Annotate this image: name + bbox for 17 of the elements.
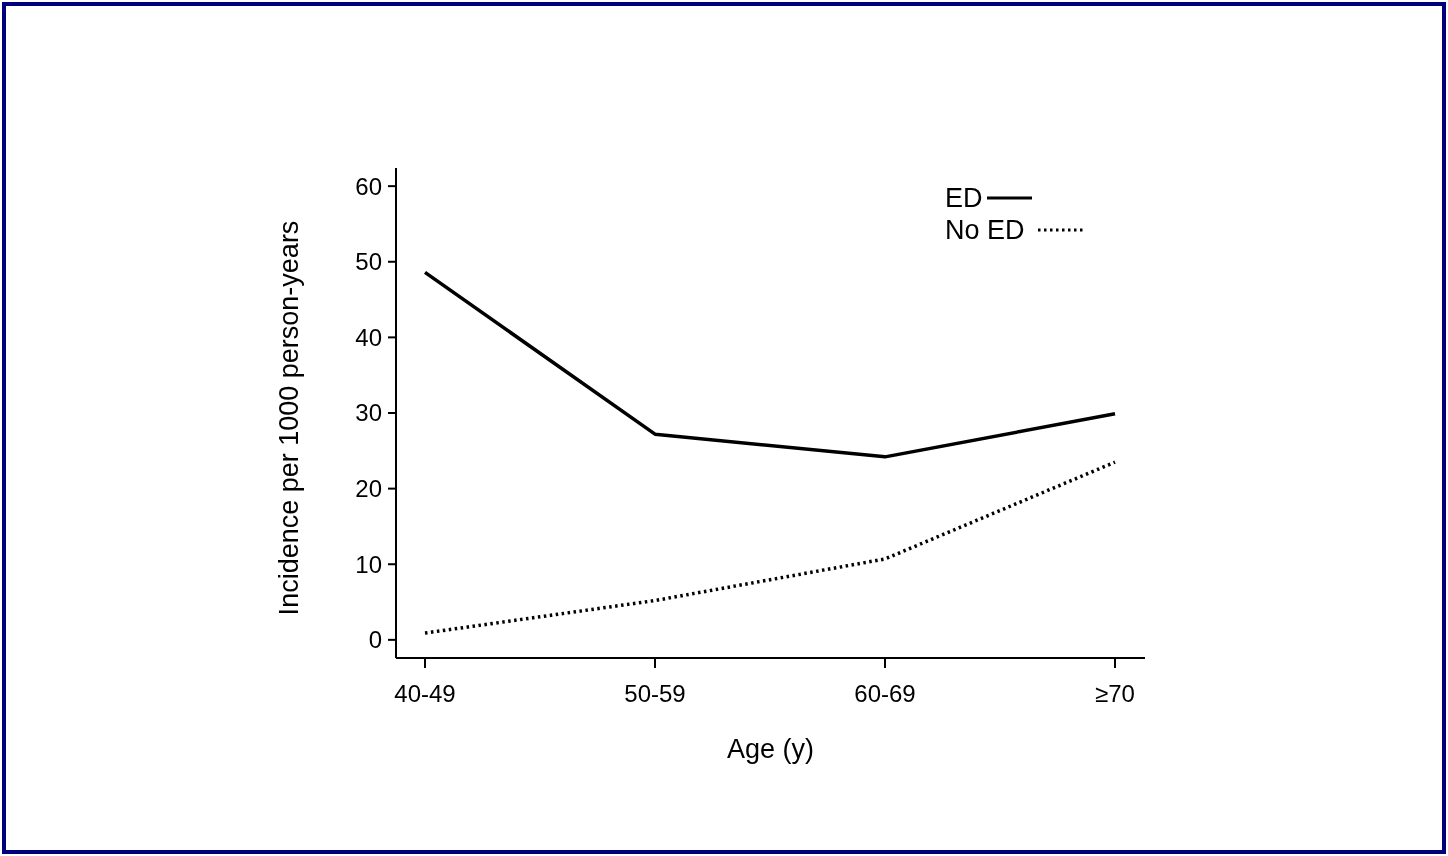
y-tick-label: 30: [355, 399, 382, 427]
line-series: [423, 270, 1117, 459]
legend-label: ED: [945, 183, 983, 214]
y-tick-label: 20: [355, 475, 382, 503]
x-tick-label: 50-59: [624, 680, 686, 707]
x-tick-label: 60-69: [854, 680, 916, 707]
y-tick-label: 60: [355, 172, 382, 200]
x-tick-label: 40-49: [394, 680, 456, 707]
y-axis-title: Incidence per 1000 person-years: [274, 220, 304, 616]
legend-label: No ED: [945, 215, 1025, 246]
y-tick-label: 0: [368, 626, 382, 654]
x-tick-label: ≥70: [1095, 680, 1135, 707]
y-tick-label: 40: [355, 323, 382, 351]
y-tick-label: 10: [355, 550, 382, 578]
x-axis-title: Age (y): [726, 734, 815, 764]
line-series: [423, 460, 1117, 635]
y-tick-label: 50: [355, 248, 382, 276]
